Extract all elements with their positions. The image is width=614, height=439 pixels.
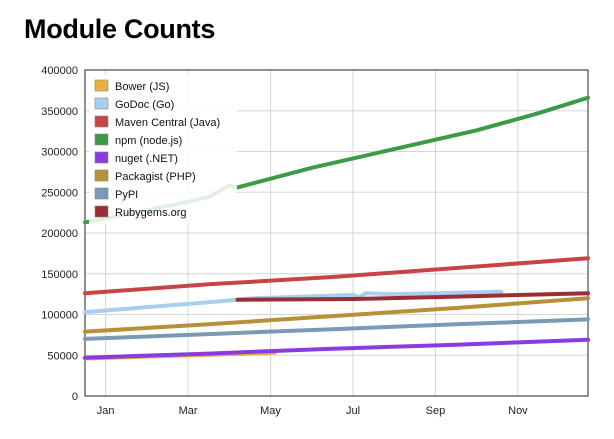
y-tick-label: 350000: [41, 106, 78, 118]
legend-swatch: [94, 169, 109, 182]
series-line-5: [83, 296, 590, 334]
chart-title: Module Counts: [24, 14, 216, 44]
x-tick-label: Sep: [426, 405, 446, 417]
legend-swatch: [94, 151, 109, 164]
y-tick-label: 50000: [47, 350, 78, 362]
legend-label: nuget (.NET): [115, 153, 178, 165]
legend-label: npm (node.js): [115, 135, 182, 147]
legend-background: [89, 74, 237, 224]
legend-swatch: [94, 205, 109, 218]
y-tick-label: 250000: [41, 187, 78, 199]
legend-label: Packagist (PHP): [115, 171, 196, 183]
x-tick-label: May: [260, 405, 281, 417]
legend-label: Maven Central (Java): [115, 117, 220, 129]
y-tick-label: 200000: [41, 228, 78, 240]
legend-label: GoDoc (Go): [115, 99, 174, 111]
series-line-6: [83, 317, 590, 341]
legend: Bower (JS) GoDoc (Go) Maven Central (Java)…: [89, 74, 237, 224]
x-tick-label: Jan: [97, 405, 115, 417]
y-tick-label: 0: [72, 391, 78, 403]
series-line-2: [83, 256, 590, 296]
y-tick-label: 300000: [41, 147, 78, 159]
series-line-7: [235, 291, 590, 302]
x-tick-label: Mar: [179, 405, 198, 417]
series-line-1: [83, 289, 504, 315]
x-tick-label: Jul: [346, 405, 360, 417]
y-tick-label: 150000: [41, 269, 78, 281]
series-lines: [83, 95, 590, 361]
x-tick-label: Nov: [508, 405, 528, 417]
legend-label: PyPI: [115, 189, 138, 201]
y-tick-label: 100000: [41, 310, 78, 322]
legend-swatch: [94, 97, 109, 110]
y-tick-label: 400000: [41, 65, 78, 77]
axes: 0 50000 100000 150000 200000 250000 300000 3500…: [41, 65, 589, 417]
series-line-4: [83, 337, 590, 360]
legend-swatch: [94, 79, 109, 92]
legend-swatch: [94, 133, 109, 146]
legend-label: Rubygems.org: [115, 207, 187, 219]
legend-swatch: [94, 115, 109, 128]
legend-label: Bower (JS): [115, 81, 169, 93]
plot-frame: [84, 69, 589, 397]
legend-swatch: [94, 187, 109, 200]
